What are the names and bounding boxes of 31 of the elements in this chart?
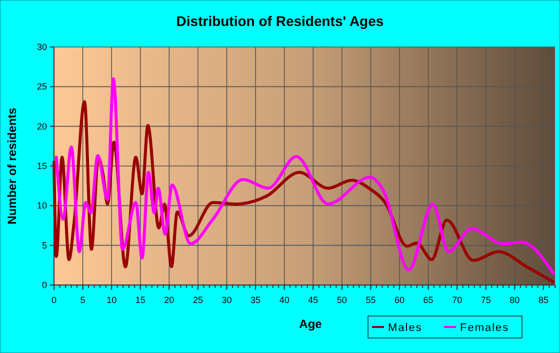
y-tick-label: 30 <box>36 42 47 52</box>
x-tick-label: 5 <box>80 295 86 305</box>
x-tick-label: 25 <box>192 295 203 305</box>
y-tick-label: 10 <box>36 200 47 211</box>
x-tick-label: 35 <box>250 295 261 305</box>
y-tick-label: 15 <box>36 161 47 171</box>
line-series <box>54 77 555 275</box>
x-tick-label: 45 <box>308 295 318 305</box>
x-tick-label: 55 <box>366 295 376 305</box>
y-tick-label: 20 <box>36 121 47 132</box>
x-tick-label: 85 <box>538 295 548 305</box>
x-tick-label: 0 <box>51 295 57 305</box>
x-tick-label: 30 <box>222 295 232 305</box>
x-tick-label: 60 <box>394 295 405 305</box>
y-axis-title: Number of residents <box>5 107 19 224</box>
x-axis-title: Age <box>299 317 322 331</box>
y-tick-label: 0 <box>42 280 47 290</box>
x-tick-label: 70 <box>452 295 462 305</box>
x-tick-label: 20 <box>164 295 174 305</box>
x-tick-label: 65 <box>423 295 434 305</box>
legend-label: Males <box>388 322 422 334</box>
x-tick-label: 50 <box>336 295 347 305</box>
y-tick-label: 5 <box>42 240 47 250</box>
x-tick-label: 10 <box>106 295 117 305</box>
x-tick-label: 15 <box>135 295 146 305</box>
x-tick-label: 80 <box>510 295 520 305</box>
x-tick-label: 75 <box>480 295 491 305</box>
x-tick-label: 40 <box>279 295 290 305</box>
chart-title: Distribution of Residents' Ages <box>176 13 384 29</box>
y-tick-label: 25 <box>36 82 47 92</box>
legend-label: Females <box>460 322 510 334</box>
